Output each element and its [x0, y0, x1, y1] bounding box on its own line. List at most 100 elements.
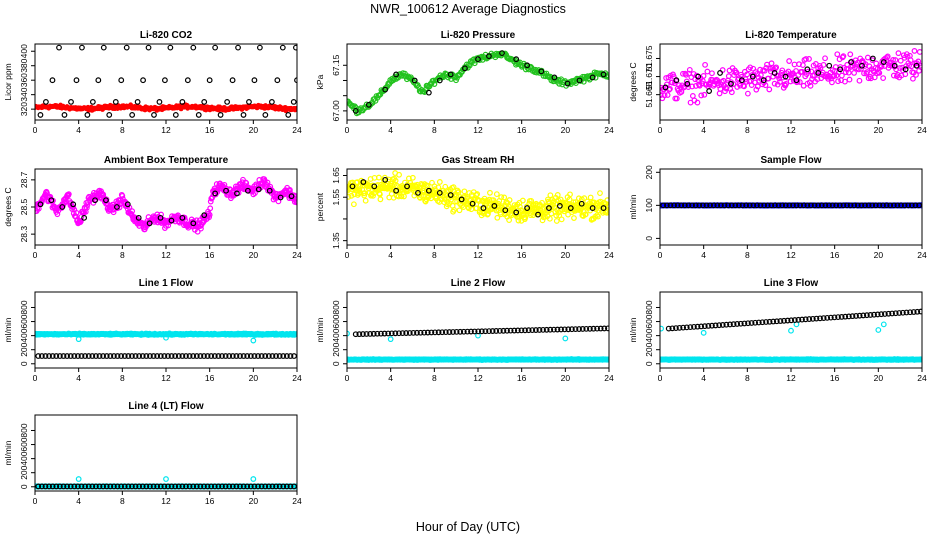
- x-tick-label: 24: [292, 125, 302, 135]
- data-point: [247, 353, 254, 359]
- data-point: [140, 77, 146, 84]
- data-point: [201, 353, 207, 359]
- data-point: [129, 208, 136, 215]
- data-point: [401, 193, 407, 200]
- data-point: [233, 483, 240, 490]
- data-point: [356, 331, 363, 338]
- data-point: [498, 194, 505, 200]
- x-tick-label: 12: [473, 125, 483, 135]
- series-avg: [352, 325, 609, 338]
- data-point: [493, 191, 500, 198]
- data-point: [75, 476, 82, 482]
- data-point: [745, 320, 751, 327]
- data-point: [71, 483, 78, 490]
- data-point: [536, 327, 543, 333]
- data-point: [903, 309, 910, 316]
- x-tick-label: 12: [473, 250, 483, 260]
- x-tick-label: 4: [76, 373, 81, 383]
- data-point: [685, 84, 692, 91]
- y-tick-label: 600: [19, 437, 29, 451]
- data-point: [835, 69, 842, 76]
- data-point: [759, 319, 766, 326]
- data-point: [293, 44, 297, 51]
- data-point: [374, 330, 381, 337]
- chart-title: Li-820 Temperature: [745, 30, 837, 41]
- data-point: [876, 202, 883, 209]
- data-point: [918, 308, 922, 315]
- data-point: [489, 328, 496, 334]
- data-point: [827, 314, 834, 321]
- data-point: [167, 44, 174, 51]
- plot-area: [35, 44, 297, 118]
- data-point: [360, 331, 366, 337]
- data-point: [579, 326, 586, 332]
- data-point: [836, 202, 843, 209]
- data-point: [287, 353, 294, 359]
- data-point: [518, 327, 525, 334]
- data-point: [804, 66, 811, 73]
- data-point: [78, 353, 85, 359]
- data-point: [864, 69, 870, 75]
- data-point: [691, 323, 697, 330]
- data-point: [103, 353, 110, 359]
- data-point: [56, 483, 63, 490]
- x-tick-label: 12: [161, 373, 171, 383]
- data-point: [671, 202, 677, 209]
- data-point: [818, 202, 825, 209]
- data-point: [237, 353, 243, 359]
- data-point: [500, 327, 507, 334]
- data-point: [914, 308, 921, 315]
- data-point: [540, 326, 546, 333]
- x-tick-label: 0: [345, 125, 350, 135]
- x-tick-label: 20: [561, 250, 571, 260]
- data-point: [100, 44, 107, 51]
- x-tick-label: 8: [120, 250, 125, 260]
- y-axis: 28.328.528.7: [19, 171, 35, 242]
- data-point: [875, 327, 882, 333]
- data-point: [853, 313, 859, 319]
- data-point: [73, 209, 80, 216]
- data-point: [680, 70, 686, 77]
- y-axis-label: degrees C: [3, 187, 13, 226]
- data-point: [601, 325, 608, 332]
- data-point: [294, 198, 297, 205]
- data-point: [201, 483, 207, 490]
- data-point: [350, 201, 357, 208]
- data-point: [793, 77, 800, 84]
- data-point: [46, 353, 52, 359]
- page-title: NWR_100612 Average Diagnostics: [370, 2, 566, 16]
- x-tick-label: 24: [604, 250, 614, 260]
- data-point: [68, 99, 74, 105]
- data-point: [112, 99, 119, 105]
- data-point: [513, 56, 520, 63]
- data-point: [396, 171, 402, 178]
- data-point: [432, 329, 438, 336]
- data-point: [743, 202, 750, 209]
- data-point: [67, 353, 74, 359]
- data-point: [157, 214, 164, 221]
- data-point: [907, 57, 914, 64]
- data-point: [387, 336, 394, 343]
- data-point: [855, 66, 862, 73]
- data-point: [728, 89, 735, 96]
- series-all: [347, 356, 609, 363]
- data-point: [211, 353, 218, 359]
- data-point: [847, 202, 854, 209]
- data-point: [129, 112, 136, 118]
- data-point: [846, 76, 853, 83]
- data-point: [600, 71, 607, 78]
- data-point: [244, 353, 251, 359]
- x-tick-label: 4: [388, 373, 393, 383]
- data-point: [594, 325, 601, 332]
- data-point: [833, 202, 840, 209]
- data-point: [551, 74, 558, 81]
- data-point: [139, 483, 146, 490]
- plot-area: [347, 170, 609, 224]
- data-point: [193, 483, 200, 490]
- data-point: [480, 205, 487, 211]
- data-point: [198, 225, 204, 232]
